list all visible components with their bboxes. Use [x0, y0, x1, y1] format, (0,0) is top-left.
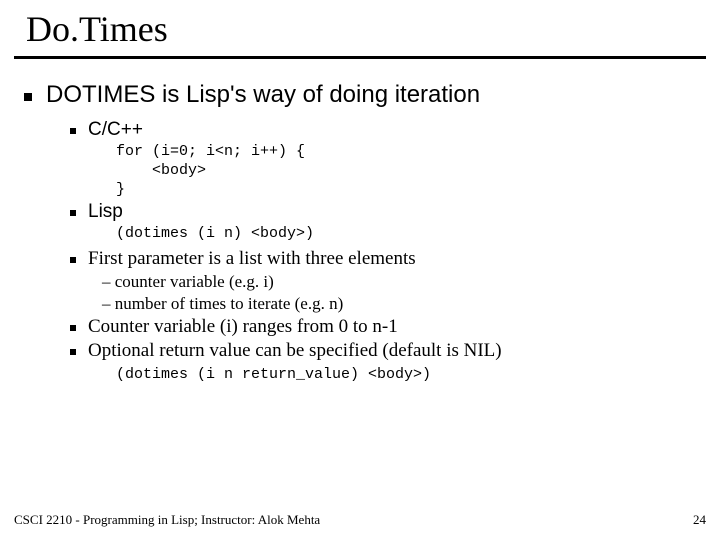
square-bullet-icon: [70, 257, 76, 263]
counter-text: Counter variable (i) ranges from 0 to n-…: [88, 316, 398, 338]
bullet-optional: Optional return value can be specified (…: [70, 340, 696, 362]
slide-title: Do.Times: [26, 8, 720, 50]
opt-text: Optional return value can be specified (…: [88, 340, 502, 362]
square-bullet-icon: [24, 93, 32, 101]
bullet-counter-range: Counter variable (i) ranges from 0 to n-…: [70, 316, 696, 338]
cc-code: for (i=0; i<n; i++) { <body> }: [116, 143, 696, 199]
lisp-label: Lisp: [88, 201, 123, 223]
square-bullet-icon: [70, 325, 76, 331]
sub-counter: – counter variable (e.g. i): [102, 272, 696, 292]
content-area: DOTIMES is Lisp's way of doing iteration…: [0, 59, 720, 385]
lisp-code: (dotimes (i n) <body>): [116, 225, 696, 244]
sub-number: – number of times to iterate (e.g. n): [102, 294, 696, 314]
bullet-main: DOTIMES is Lisp's way of doing iteration: [20, 81, 696, 109]
square-bullet-icon: [70, 210, 76, 216]
title-block: Do.Times: [0, 0, 720, 50]
footer: CSCI 2210 - Programming in Lisp; Instruc…: [14, 512, 706, 528]
footer-page-number: 24: [693, 512, 706, 528]
slide: Do.Times DOTIMES is Lisp's way of doing …: [0, 0, 720, 540]
footer-left: CSCI 2210 - Programming in Lisp; Instruc…: [14, 512, 320, 528]
opt-code: (dotimes (i n return_value) <body>): [116, 366, 696, 385]
cc-label: C/C++: [88, 119, 143, 141]
square-bullet-icon: [70, 128, 76, 134]
main-text: DOTIMES is Lisp's way of doing iteration: [46, 81, 480, 109]
param-text: First parameter is a list with three ele…: [88, 248, 416, 270]
bullet-param: First parameter is a list with three ele…: [70, 248, 696, 270]
bullet-lisp: Lisp: [70, 201, 696, 223]
bullet-cc: C/C++: [70, 119, 696, 141]
square-bullet-icon: [70, 349, 76, 355]
